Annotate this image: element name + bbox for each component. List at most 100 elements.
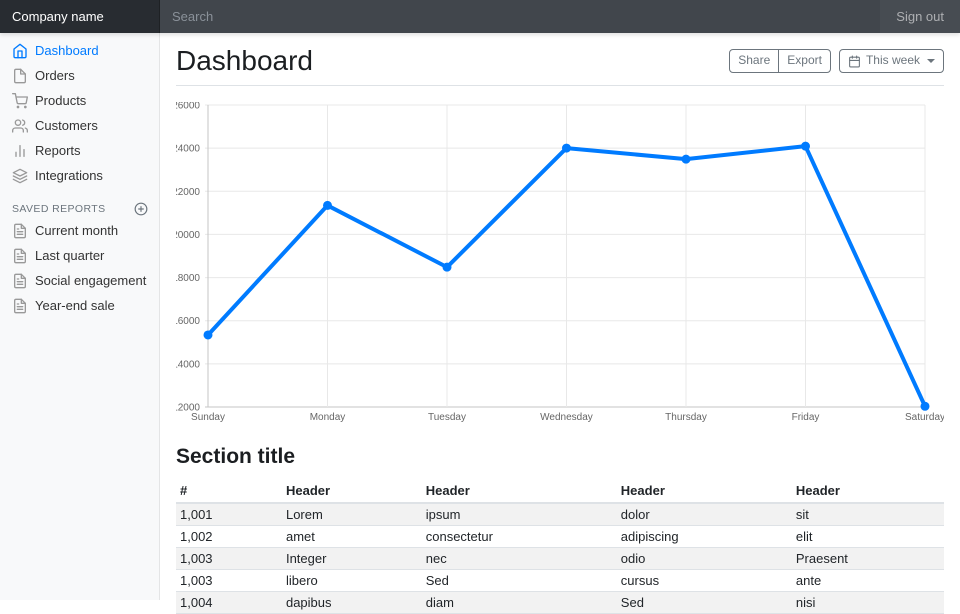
table-cell: Integer	[282, 548, 422, 570]
page-title: Dashboard	[176, 45, 313, 77]
table-cell: odio	[617, 548, 792, 570]
table-cell: Sed	[617, 592, 792, 614]
svg-text:22000: 22000	[176, 187, 200, 198]
file-text-icon	[12, 248, 28, 264]
table-column-header: Header	[617, 479, 792, 503]
table-cell: consectetur	[422, 526, 617, 548]
shopping-cart-icon	[12, 93, 28, 109]
table-cell: elit	[792, 526, 944, 548]
sidebar-item-label: Integrations	[35, 168, 103, 183]
svg-text:24000: 24000	[176, 144, 200, 155]
toolbar: Share Export This week	[729, 49, 944, 73]
table-column-header: Header	[422, 479, 617, 503]
table-cell: 1,002	[176, 526, 282, 548]
sidebar: Dashboard Orders Products Customers Reports I…	[0, 33, 160, 600]
sidebar-item-label: Orders	[35, 68, 75, 83]
table-cell: nisi	[792, 592, 944, 614]
bar-chart-2-icon	[12, 143, 28, 159]
table-cell: 1,003	[176, 570, 282, 592]
sidebar-item-orders[interactable]: Orders	[0, 63, 160, 88]
svg-text:16000: 16000	[176, 316, 200, 327]
sidebar-item-label: Reports	[35, 143, 81, 158]
svg-text:Monday: Monday	[310, 412, 346, 423]
saved-report-label: Year-end sale	[35, 298, 115, 313]
section-title: Section title	[176, 445, 944, 469]
table-cell: nec	[422, 548, 617, 570]
svg-text:Friday: Friday	[792, 412, 820, 423]
chevron-down-icon	[927, 59, 935, 63]
table-cell: amet	[282, 526, 422, 548]
file-text-icon	[12, 298, 28, 314]
table-cell: cursus	[617, 570, 792, 592]
table-cell: dapibus	[282, 592, 422, 614]
saved-report-item[interactable]: Social engagement	[0, 268, 160, 293]
table-cell: sit	[792, 503, 944, 526]
svg-text:14000: 14000	[176, 359, 200, 370]
saved-report-label: Last quarter	[35, 248, 104, 263]
sidebar-item-integrations[interactable]: Integrations	[0, 163, 160, 188]
sidebar-item-label: Customers	[35, 118, 98, 133]
table-cell: 1,004	[176, 592, 282, 614]
sidebar-item-customers[interactable]: Customers	[0, 113, 160, 138]
sidebar-item-reports[interactable]: Reports	[0, 138, 160, 163]
table-column-header: Header	[792, 479, 944, 503]
svg-text:26000: 26000	[176, 102, 200, 112]
saved-reports-label: Saved reports	[12, 203, 106, 215]
file-text-icon	[12, 273, 28, 289]
saved-reports-heading: Saved reports	[0, 200, 160, 218]
saved-report-item[interactable]: Last quarter	[0, 243, 160, 268]
share-export-group: Share Export	[729, 49, 831, 73]
share-button[interactable]: Share	[729, 49, 779, 73]
table-cell: 1,001	[176, 503, 282, 526]
table-cell: Praesent	[792, 548, 944, 570]
add-report-icon[interactable]	[134, 202, 148, 216]
sidebar-item-products[interactable]: Products	[0, 88, 160, 113]
table-cell: dolor	[617, 503, 792, 526]
file-text-icon	[12, 223, 28, 239]
saved-report-label: Social engagement	[35, 273, 146, 288]
export-button[interactable]: Export	[778, 49, 831, 73]
saved-reports-list: Current month Last quarter Social engageme…	[0, 218, 160, 318]
table-cell: 1,003	[176, 548, 282, 570]
table-column-header: Header	[282, 479, 422, 503]
table-cell: diam	[422, 592, 617, 614]
table-cell: Sed	[422, 570, 617, 592]
table-cell: ante	[792, 570, 944, 592]
svg-text:Thursday: Thursday	[665, 412, 707, 423]
table-column-header: #	[176, 479, 282, 503]
sidebar-item-label: Products	[35, 93, 86, 108]
table-cell: ipsum	[422, 503, 617, 526]
traffic-line-chart: 1200014000160001800020000220002400026000…	[176, 102, 944, 429]
file-icon	[12, 68, 28, 84]
period-dropdown-button[interactable]: This week	[839, 49, 944, 73]
sidebar-item-dashboard[interactable]: Dashboard	[0, 38, 160, 63]
search-input[interactable]	[160, 0, 880, 33]
brand-link[interactable]: Company name	[0, 0, 160, 33]
svg-text:18000: 18000	[176, 273, 200, 284]
svg-text:Saturday: Saturday	[905, 412, 944, 423]
svg-text:Wednesday: Wednesday	[540, 412, 593, 423]
saved-report-item[interactable]: Year-end sale	[0, 293, 160, 318]
sidebar-item-label: Dashboard	[35, 43, 99, 58]
svg-text:Sunday: Sunday	[191, 412, 225, 423]
page-header: Dashboard Share Export This week	[176, 33, 944, 86]
svg-text:20000: 20000	[176, 230, 200, 241]
saved-report-label: Current month	[35, 223, 118, 238]
table-cell: Lorem	[282, 503, 422, 526]
top-navbar: Company name Sign out	[0, 0, 960, 33]
table-cell: libero	[282, 570, 422, 592]
calendar-icon	[848, 55, 861, 68]
sidebar-nav: Dashboard Orders Products Customers Reports I…	[0, 38, 160, 188]
main-content: Dashboard Share Export This week 1200014…	[160, 33, 960, 614]
sign-out-link[interactable]: Sign out	[880, 0, 960, 33]
saved-report-item[interactable]: Current month	[0, 218, 160, 243]
table-cell: adipiscing	[617, 526, 792, 548]
